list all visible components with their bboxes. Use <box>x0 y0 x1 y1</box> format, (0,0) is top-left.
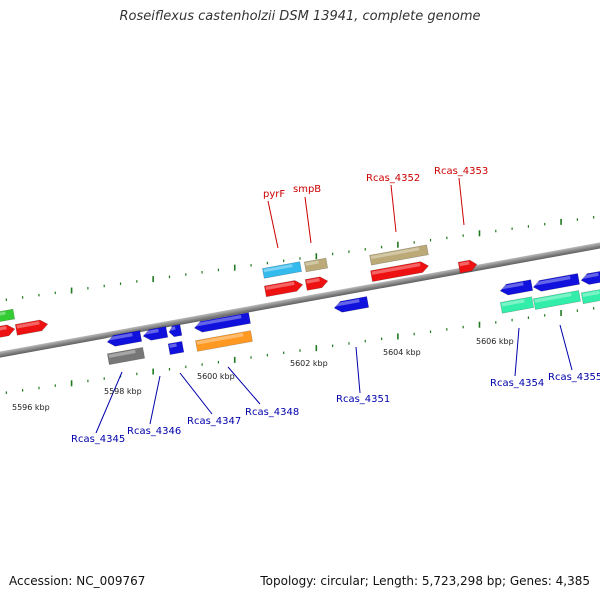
gene-cyan[interactable] <box>262 261 302 279</box>
gene-red-left-1[interactable] <box>0 324 16 339</box>
axis-label-5598: 5598 kbp <box>104 387 142 396</box>
gene-blue-4345[interactable] <box>106 330 143 348</box>
gene-label-rcas-4352[interactable]: Rcas_4352 <box>366 173 420 184</box>
gene-green-left[interactable] <box>0 308 16 324</box>
forward-scale-ticks <box>5 216 595 301</box>
axis-label-5606: 5606 kbp <box>476 337 514 346</box>
axis-label-5604: 5604 kbp <box>383 348 421 357</box>
gene-tan-small[interactable] <box>303 257 329 273</box>
gene-smpb[interactable] <box>304 276 329 291</box>
gene-label-rcas-4353[interactable]: Rcas_4353 <box>434 166 488 177</box>
gene-label-rcas-4355[interactable]: Rcas_4355 <box>548 372 600 383</box>
gene-blue-right[interactable] <box>580 269 600 285</box>
leader-lines <box>95 177 573 434</box>
axis-label-5602: 5602 kbp <box>290 359 328 368</box>
gene-label-rcas-4346[interactable]: Rcas_4346 <box>127 426 181 437</box>
gene-rcas-4354[interactable] <box>499 279 534 297</box>
topology-text: Topology: circular; Length: 5,723,298 bp… <box>260 574 590 588</box>
gene-teal-2[interactable] <box>533 290 581 310</box>
gene-blue-4347[interactable] <box>168 324 183 338</box>
gene-blue-small[interactable] <box>167 340 185 356</box>
forward-gene-labels: pyrF smpB Rcas_4352 Rcas_4353 <box>263 166 488 200</box>
gene-label-rcas-4347[interactable]: Rcas_4347 <box>187 416 241 427</box>
gene-rcas-4351[interactable] <box>333 296 370 314</box>
gene-label-rcas-4345[interactable]: Rcas_4345 <box>71 434 125 445</box>
gene-label-rcas-4351[interactable]: Rcas_4351 <box>336 394 390 405</box>
axis-label-5596: 5596 kbp <box>12 403 50 412</box>
reverse-gene-labels: Rcas_4345 Rcas_4346 Rcas_4347 Rcas_4348 … <box>71 372 600 445</box>
gene-label-smpb[interactable]: smpB <box>293 184 321 195</box>
gene-teal-1[interactable] <box>499 296 535 314</box>
gene-teal-3[interactable] <box>580 287 600 305</box>
gene-blue-4348[interactable] <box>193 312 251 334</box>
gene-label-pyrf[interactable]: pyrF <box>263 189 285 200</box>
gene-glyphs <box>0 244 600 365</box>
gene-rcas-4355[interactable] <box>532 273 580 292</box>
gene-label-rcas-4354[interactable]: Rcas_4354 <box>490 378 544 389</box>
gene-gray[interactable] <box>106 347 146 365</box>
gene-tan-large[interactable] <box>369 244 429 266</box>
map-title: Roseiflexus castenholzii DSM 13941, comp… <box>119 9 481 24</box>
axis-tick-labels: 5596 kbp 5598 kbp 5600 kbp 5602 kbp 5604… <box>12 337 514 412</box>
gene-orange[interactable] <box>195 330 253 352</box>
accession-text: Accession: NC_009767 <box>9 574 146 588</box>
gene-label-rcas-4348[interactable]: Rcas_4348 <box>245 407 299 418</box>
axis-label-5600: 5600 kbp <box>197 372 235 381</box>
gene-blue-4346[interactable] <box>142 326 169 341</box>
gene-rcas-4352[interactable] <box>370 260 430 282</box>
gene-red-left-2[interactable] <box>14 319 49 336</box>
gene-rcas-4353[interactable] <box>457 259 478 274</box>
gene-pyrf[interactable] <box>263 279 304 298</box>
